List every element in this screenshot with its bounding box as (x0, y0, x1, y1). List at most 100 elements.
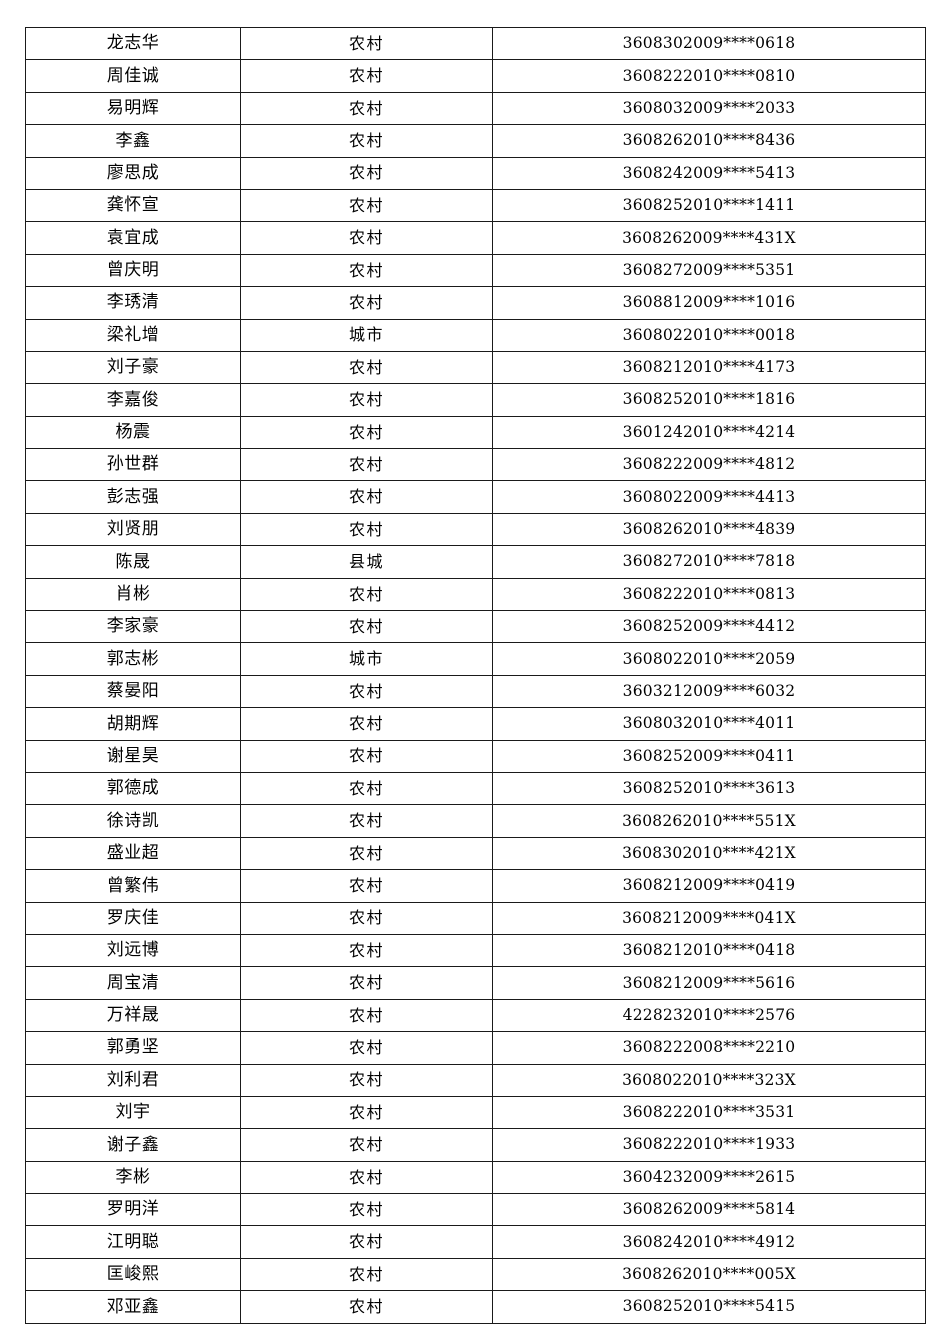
table-cell-household-type: 农村 (240, 253, 493, 288)
table-cell-name: 郭志彬 (25, 642, 241, 676)
table-cell-id-number: 3608262010****005X (492, 1257, 926, 1292)
table-cell-household-type: 农村 (240, 1160, 493, 1195)
table-cell-name: 匡峻熙 (25, 1257, 241, 1292)
table-cell-id-number: 3608252010****1816 (492, 383, 926, 417)
table-row: 罗明洋 农村 3608262009****5814 (25, 1193, 926, 1227)
table-cell-name: 盛业超 (25, 836, 241, 871)
roster-table-body: 龙志华 农村 3608302009****0618 周佳诚 农村 3608222010**… (25, 26, 926, 1324)
table-row: 江明聪 农村 3608242010****4912 (25, 1225, 926, 1259)
table-cell-household-type: 农村 (240, 156, 493, 190)
table-cell-household-type: 农村 (240, 933, 493, 968)
table-cell-id-number: 3608252010****1411 (492, 188, 926, 223)
table-cell-household-type: 县城 (240, 545, 493, 579)
table-cell-id-number: 3608022010****323X (492, 1063, 926, 1097)
table-cell-name: 袁宜成 (25, 221, 241, 255)
table-cell-id-number: 3608222010****1933 (492, 1128, 926, 1162)
table-cell-id-number: 3608272009****5351 (492, 253, 926, 288)
table-row: 徐诗凯 农村 3608262010****551X (25, 804, 926, 838)
table-cell-household-type: 农村 (240, 350, 493, 385)
table-cell-name: 刘利君 (25, 1063, 241, 1097)
table-cell-name: 廖思成 (25, 156, 241, 190)
table-cell-household-type: 农村 (240, 1128, 493, 1162)
table-row: 郭德成 农村 3608252010****3613 (25, 771, 926, 806)
table-cell-household-type: 农村 (240, 26, 493, 61)
table-cell-name: 刘远博 (25, 933, 241, 968)
table-row: 郭志彬 城市 3608022010****2059 (25, 642, 926, 676)
table-row: 曾庆明 农村 3608272009****5351 (25, 253, 926, 288)
table-cell-name: 江明聪 (25, 1225, 241, 1259)
table-cell-name: 郭勇坚 (25, 1031, 241, 1065)
table-row: 匡峻熙 农村 3608262010****005X (25, 1257, 926, 1292)
table-cell-household-type: 农村 (240, 221, 493, 255)
table-cell-name: 曾庆明 (25, 253, 241, 288)
table-cell-name: 刘宇 (25, 1095, 241, 1130)
table-cell-name: 谢星昊 (25, 739, 241, 773)
table-cell-household-type: 农村 (240, 1063, 493, 1097)
table-row: 李嘉俊 农村 3608252010****1816 (25, 383, 926, 417)
table-cell-name: 蔡晏阳 (25, 674, 241, 709)
table-cell-name: 梁礼增 (25, 318, 241, 352)
table-row: 杨震 农村 3601242010****4214 (25, 415, 926, 450)
table-cell-id-number: 3608242009****5413 (492, 156, 926, 190)
table-cell-name: 李嘉俊 (25, 383, 241, 417)
table-row: 罗庆佳 农村 3608212009****041X (25, 901, 926, 935)
table-cell-id-number: 3608302009****0618 (492, 26, 926, 61)
roster-table: 龙志华 农村 3608302009****0618 周佳诚 农村 3608222010**… (25, 26, 926, 1324)
table-cell-household-type: 农村 (240, 901, 493, 935)
table-row: 梁礼增 城市 3608022010****0018 (25, 318, 926, 352)
table-cell-id-number: 3608262010****8436 (492, 124, 926, 158)
table-row: 蔡晏阳 农村 3603212009****6032 (25, 674, 926, 709)
table-cell-household-type: 农村 (240, 91, 493, 126)
table-cell-name: 万祥晟 (25, 998, 241, 1033)
table-cell-id-number: 3608252009****0411 (492, 739, 926, 773)
table-cell-name: 陈晟 (25, 545, 241, 579)
table-cell-id-number: 3608262009****431X (492, 221, 926, 255)
table-cell-household-type: 农村 (240, 804, 493, 838)
table-cell-id-number: 3608812009****1016 (492, 286, 926, 320)
table-row: 郭勇坚 农村 3608222008****2210 (25, 1031, 926, 1065)
table-cell-household-type: 农村 (240, 771, 493, 806)
table-row: 彭志强 农村 3608022009****4413 (25, 480, 926, 514)
table-row: 刘远博 农村 3608212010****0418 (25, 933, 926, 968)
table-row: 刘利君 农村 3608022010****323X (25, 1063, 926, 1097)
table-row: 邓亚鑫 农村 3608252010****5415 (25, 1290, 926, 1324)
table-cell-id-number: 3608222010****0813 (492, 577, 926, 612)
table-cell-name: 肖彬 (25, 577, 241, 612)
table-cell-household-type: 农村 (240, 1257, 493, 1292)
table-cell-household-type: 农村 (240, 286, 493, 320)
table-row: 孙世群 农村 3608222009****4812 (25, 448, 926, 482)
table-cell-household-type: 农村 (240, 998, 493, 1033)
table-cell-household-type: 农村 (240, 1031, 493, 1065)
table-row: 周宝清 农村 3608212009****5616 (25, 966, 926, 1000)
table-row: 盛业超 农村 3608302010****421X (25, 836, 926, 871)
table-cell-household-type: 农村 (240, 59, 493, 93)
table-row: 胡期辉 农村 3608032010****4011 (25, 707, 926, 741)
table-cell-name: 刘贤朋 (25, 512, 241, 547)
table-cell-id-number: 3603212009****6032 (492, 674, 926, 709)
table-cell-household-type: 农村 (240, 383, 493, 417)
table-cell-household-type: 农村 (240, 707, 493, 741)
table-cell-household-type: 农村 (240, 739, 493, 773)
table-cell-household-type: 农村 (240, 124, 493, 158)
table-row: 周佳诚 农村 3608222010****0810 (25, 59, 926, 93)
table-cell-id-number: 3608212009****5616 (492, 966, 926, 1000)
table-cell-household-type: 农村 (240, 1095, 493, 1130)
table-cell-id-number: 3608212010****0418 (492, 933, 926, 968)
table-cell-id-number: 3608262009****5814 (492, 1193, 926, 1227)
table-cell-id-number: 3608022009****4413 (492, 480, 926, 514)
table-cell-name: 易明辉 (25, 91, 241, 126)
table-row: 李琇清 农村 3608812009****1016 (25, 286, 926, 320)
table-cell-id-number: 3608212009****0419 (492, 869, 926, 903)
table-cell-household-type: 农村 (240, 869, 493, 903)
table-cell-id-number: 3608252009****4412 (492, 610, 926, 644)
table-row: 谢子鑫 农村 3608222010****1933 (25, 1128, 926, 1162)
table-cell-household-type: 城市 (240, 318, 493, 352)
table-cell-name: 李鑫 (25, 124, 241, 158)
table-row: 谢星昊 农村 3608252009****0411 (25, 739, 926, 773)
table-cell-name: 胡期辉 (25, 707, 241, 741)
table-cell-id-number: 3608242010****4912 (492, 1225, 926, 1259)
table-cell-name: 邓亚鑫 (25, 1290, 241, 1324)
table-cell-id-number: 3608022010****2059 (492, 642, 926, 676)
table-row: 易明辉 农村 3608032009****2033 (25, 91, 926, 126)
table-cell-name: 孙世群 (25, 448, 241, 482)
